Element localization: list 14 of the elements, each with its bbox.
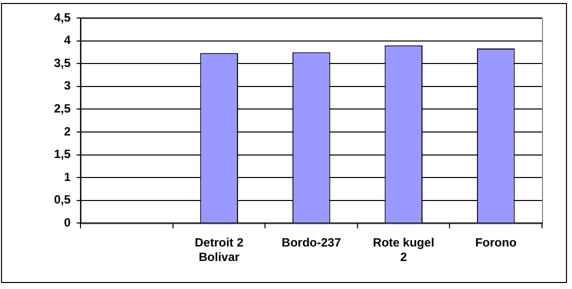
y-tick-label: 0: [64, 216, 71, 230]
y-tick-label: 3,5: [54, 56, 71, 70]
y-tick-label: 4: [64, 33, 71, 48]
x-tick-label: Rote kugel 2: [372, 236, 434, 264]
y-tick-label: 2,5: [54, 102, 71, 116]
y-tick-label: 0,5: [54, 192, 71, 207]
x-tick-label: Detroit 2 Bolivar: [194, 236, 244, 264]
y-tick-label: 1,5: [54, 147, 71, 162]
y-tick-label: 4,5: [54, 10, 71, 24]
y-tick-label: 3: [64, 78, 71, 93]
y-tick-label: 2: [64, 124, 71, 138]
y-tick-label: 1: [64, 170, 71, 184]
x-tick-label: Forono: [475, 236, 517, 250]
x-tick-label: Bordo-237: [282, 236, 342, 250]
